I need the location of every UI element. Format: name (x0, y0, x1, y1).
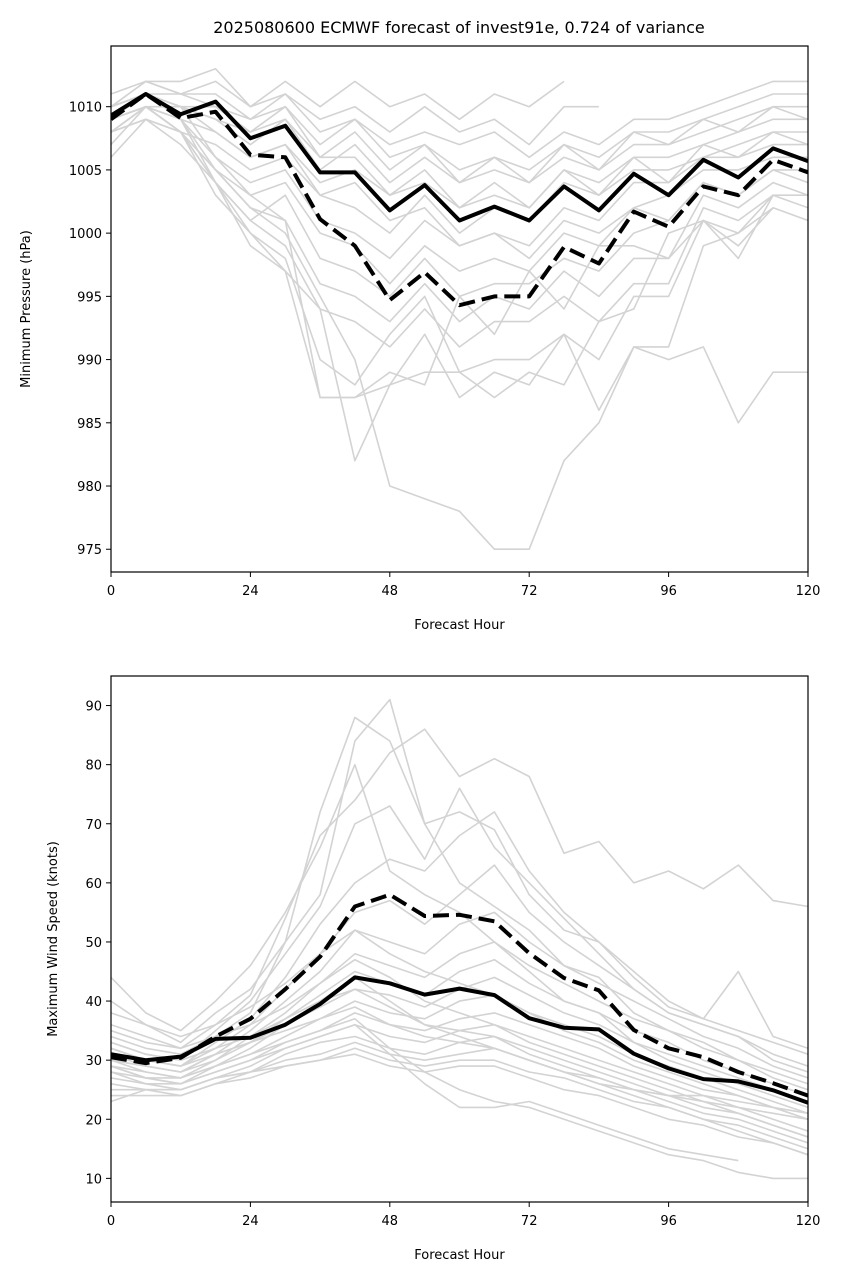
wind-y-tick-label: 40 (85, 995, 102, 1010)
pressure-ensemble-member-line (111, 80, 599, 146)
wind-ensemble-member-line (111, 763, 808, 1109)
wind-y-tick-label: 80 (85, 759, 102, 774)
wind-ensemble-member-line (111, 1006, 808, 1115)
pressure-y-tick-label: 985 (77, 417, 102, 432)
pressure-ensemble-member-line (111, 80, 808, 159)
pressure-x-tick-label: 120 (796, 584, 821, 599)
pressure-y-tick-label: 980 (77, 480, 102, 495)
figure-title: 2025080600 ECMWF forecast of invest91e, … (213, 18, 705, 37)
pressure-solid-series-line (111, 92, 808, 223)
wind-dashed-series-line (111, 892, 808, 1098)
pressure-y-tick-label: 990 (77, 354, 102, 369)
pressure-ensemble-member-line (111, 93, 808, 209)
wind-x-tick-label: 96 (660, 1214, 677, 1229)
pressure-x-axis-label: Forecast Hour (414, 618, 505, 633)
pressure-x-tick-label: 0 (107, 584, 115, 599)
pressure-x-tick-label: 24 (242, 584, 259, 599)
wind-y-tick-label: 30 (85, 1054, 102, 1069)
wind-ensemble-member-line (111, 1035, 808, 1138)
wind-y-tick-label: 90 (85, 700, 102, 715)
wind-panel: 0 24 48 72 96 120 10 20 30 40 50 60 70 80 90 Forecast H… (46, 675, 821, 1263)
pressure-ensemble-member-line (111, 118, 774, 399)
pressure-ensemble-member-line (111, 105, 808, 462)
pressure-ensemble-member-line (111, 105, 808, 551)
wind-y-axis-label: Maximum Wind Speed (knots) (46, 841, 61, 1037)
pressure-y-axis-label: Minimum Pressure (hPa) (19, 230, 34, 388)
wind-x-tick-label: 24 (242, 1214, 259, 1229)
pressure-ensemble-member-line (111, 105, 808, 323)
pressure-ensemble-member-line (111, 68, 565, 121)
wind-x-tick-label: 72 (521, 1214, 538, 1229)
pressure-y-tick-label: 1000 (69, 227, 102, 242)
wind-ensemble-member-line (111, 958, 808, 1097)
wind-ensemble-member-line (111, 911, 808, 1079)
wind-ensemble-member-line (111, 929, 808, 1121)
wind-ensemble-member-line (111, 1047, 808, 1150)
wind-axes-frame (110, 675, 809, 1203)
wind-y-tick-label: 50 (85, 936, 102, 951)
pressure-ensemble-member-line (111, 80, 808, 184)
wind-ensemble-member-line (111, 811, 808, 1067)
wind-x-tick-label: 48 (382, 1214, 399, 1229)
pressure-ensemble-member-line (111, 93, 774, 399)
wind-x-axis-label: Forecast Hour (414, 1248, 505, 1263)
wind-y-tick-label: 20 (85, 1113, 102, 1128)
wind-ensemble-member-line (111, 698, 808, 1085)
wind-ensemble-member-line (111, 716, 808, 1055)
pressure-ensemble-member-line (111, 105, 808, 234)
pressure-dashed-series-line (111, 92, 808, 308)
wind-ensemble-member-line (111, 988, 808, 1121)
pressure-y-tick-label: 1005 (69, 164, 102, 179)
pressure-y-tick-label: 975 (77, 543, 102, 558)
pressure-x-tick-label: 72 (521, 584, 538, 599)
wind-ensemble-member-line (111, 1023, 739, 1162)
wind-ensemble-member-line (111, 728, 808, 1050)
wind-ensemble-member-line (111, 1041, 808, 1144)
pressure-plot-area (111, 68, 808, 551)
wind-plot-area (111, 698, 808, 1180)
pressure-panel: 0 24 48 72 96 120 975 980 985 990 995 1000 1005 1010 F… (19, 45, 821, 633)
pressure-y-tick-label: 1010 (69, 101, 102, 116)
pressure-x-tick-label: 96 (660, 584, 677, 599)
wind-y-tick-label: 70 (85, 818, 102, 833)
wind-y-tick-label: 10 (85, 1172, 102, 1187)
wind-ensemble-member-line (111, 941, 808, 1091)
wind-ensemble-member-line (111, 1017, 808, 1180)
pressure-y-tick-label: 995 (77, 290, 102, 305)
pressure-ensemble-member-line (111, 93, 808, 260)
wind-ensemble-member-line (111, 1053, 808, 1156)
wind-y-tick-label: 60 (85, 877, 102, 892)
pressure-x-tick-label: 48 (382, 584, 399, 599)
wind-x-tick-label: 0 (107, 1214, 115, 1229)
wind-x-tick-label: 120 (796, 1214, 821, 1229)
pressure-axes-frame (110, 45, 809, 573)
pressure-ensemble-member-line (111, 118, 808, 285)
wind-solid-series-line (111, 975, 808, 1105)
